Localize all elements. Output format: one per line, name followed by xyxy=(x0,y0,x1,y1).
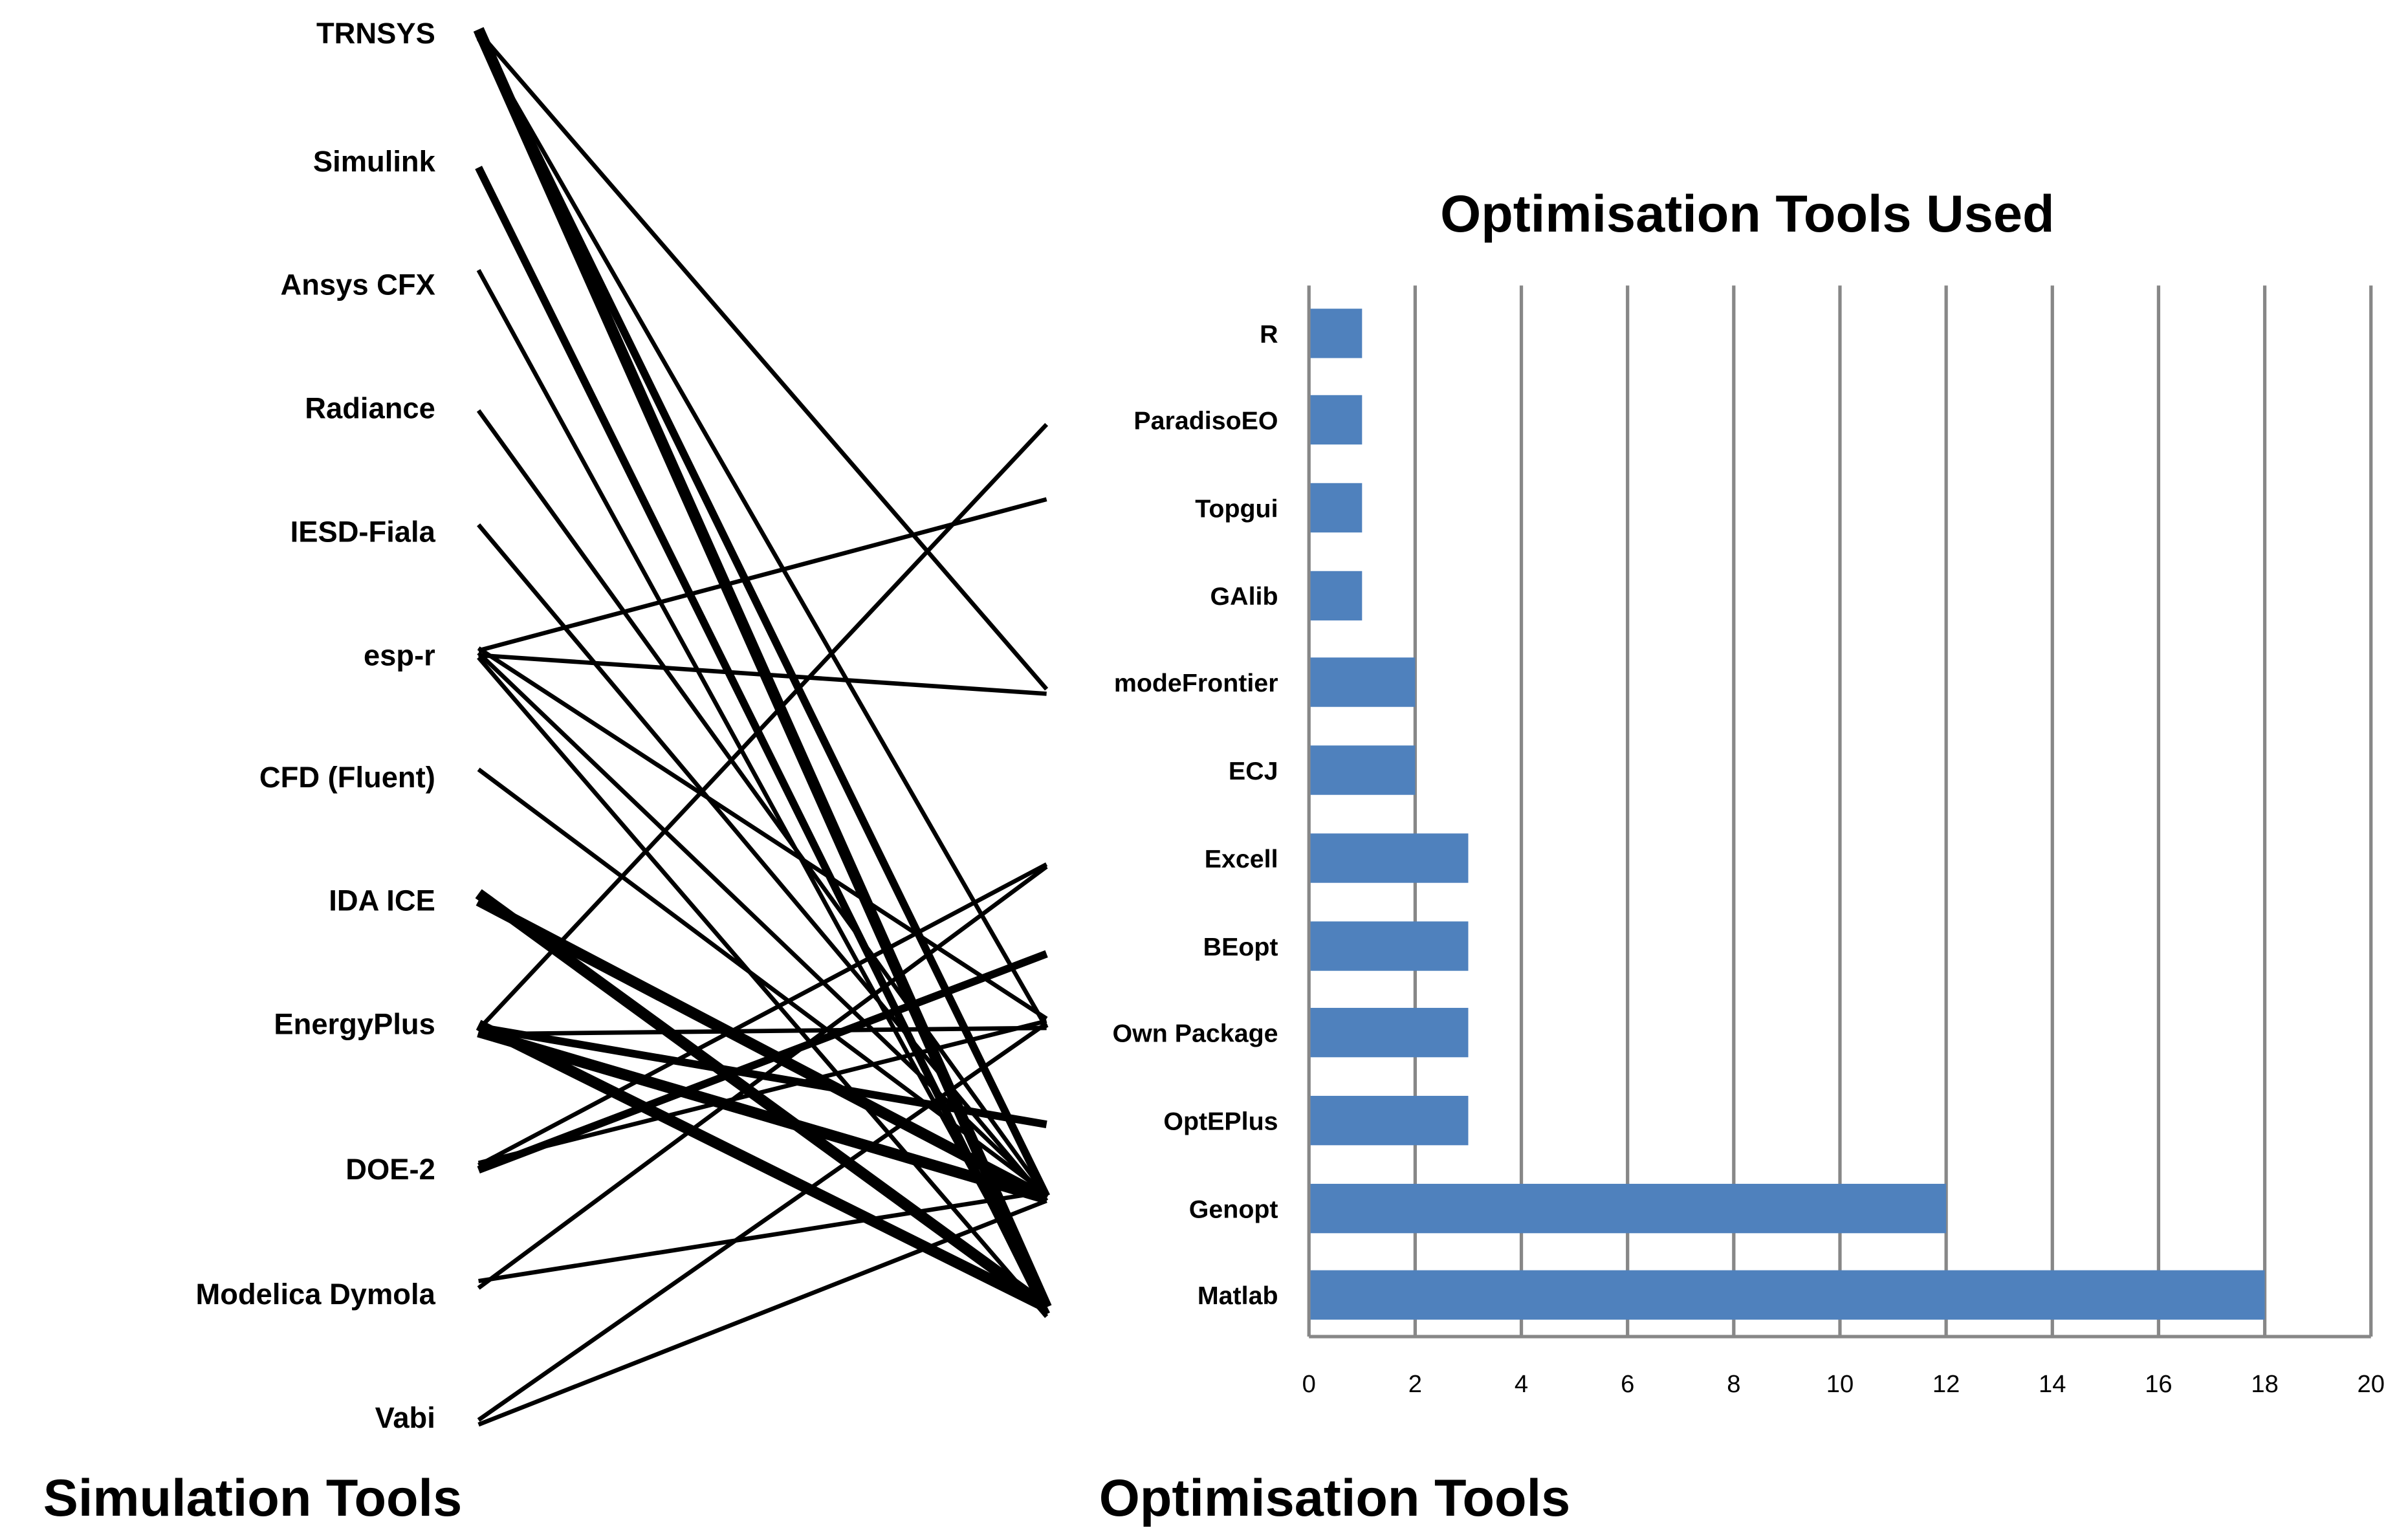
category-label: Topgui xyxy=(1195,494,1278,523)
category-label: modeFrontier xyxy=(1114,669,1278,697)
category-label: OptEPlus xyxy=(1163,1107,1278,1135)
bar xyxy=(1310,1007,1469,1058)
category-label: BEopt xyxy=(1203,933,1278,961)
x-tick-label: 4 xyxy=(1515,1370,1528,1398)
simulation-tool-label: DOE-2 xyxy=(345,1153,435,1186)
simulation-tool-label: Vabi xyxy=(375,1401,435,1434)
x-tick-label: 2 xyxy=(1408,1370,1422,1398)
link-line xyxy=(477,497,1047,653)
x-tick-label: 0 xyxy=(1302,1370,1316,1398)
link-line xyxy=(475,32,1050,1198)
link-line xyxy=(478,1025,1047,1036)
x-tick-label: 8 xyxy=(1727,1370,1740,1398)
chart-gridlines xyxy=(1307,285,2373,1338)
category-label: Excell xyxy=(1205,845,1278,873)
link-line xyxy=(477,1199,1047,1427)
category-label: GAlib xyxy=(1210,582,1278,611)
simulation-tool-label: Ansys CFX xyxy=(281,268,435,301)
link-line xyxy=(478,1189,1047,1283)
link-line xyxy=(477,767,1048,1196)
category-label: ParadisoEO xyxy=(1133,406,1278,435)
category-label: Own Package xyxy=(1113,1019,1278,1047)
link-line xyxy=(477,1026,1049,1204)
link-line xyxy=(477,864,1048,1290)
chart-category-labels: R ParadisoEO Topgui GAlib modeFrontier ECJ Exc… xyxy=(1113,320,1278,1310)
simulation-tool-label: Radiance xyxy=(305,392,435,425)
simulation-tool-label: Modelica Dymola xyxy=(196,1278,436,1311)
link-line xyxy=(477,950,1048,1174)
simulation-tool-label: Simulink xyxy=(313,145,436,178)
link-line xyxy=(477,646,1048,1021)
bar xyxy=(1310,483,1363,533)
bar xyxy=(1310,833,1469,883)
link-line xyxy=(477,1019,1047,1165)
category-label: Genopt xyxy=(1189,1195,1278,1223)
link-line xyxy=(477,30,1049,691)
bar xyxy=(1310,1270,2265,1320)
bar xyxy=(1310,571,1363,621)
x-tick-label: 18 xyxy=(2251,1370,2278,1398)
bar xyxy=(1310,309,1363,358)
chart-tick-labels: 0 2 4 6 8 10 12 14 16 18 20 xyxy=(1302,1370,2385,1398)
bar xyxy=(1310,1095,1469,1146)
link-line xyxy=(477,862,1048,1168)
link-line xyxy=(477,422,1049,1031)
link-line xyxy=(476,37,1049,1029)
simulation-tool-label: IDA ICE xyxy=(329,884,435,917)
x-tick-label: 20 xyxy=(2358,1370,2385,1398)
simulation-tool-label: EnergyPlus xyxy=(274,1008,435,1041)
optimisation-tools-heading: Optimisation Tools xyxy=(1099,1469,1570,1527)
bar xyxy=(1310,657,1416,707)
link-line xyxy=(478,653,1047,696)
x-tick-label: 16 xyxy=(2145,1370,2172,1398)
x-tick-label: 6 xyxy=(1621,1370,1634,1398)
simulation-tool-labels: TRNSYS Simulink Ansys CFX Radiance IESD-Fial… xyxy=(196,17,436,1434)
link-line xyxy=(476,268,1049,1309)
bar xyxy=(1310,395,1363,445)
bar xyxy=(1310,1183,1947,1234)
link-line xyxy=(473,27,1052,1310)
simulation-tool-label: IESD-Fiala xyxy=(290,515,436,548)
simulation-tool-label: esp-r xyxy=(364,638,435,671)
chart-title: Optimisation Tools Used xyxy=(1440,185,2054,243)
x-tick-label: 14 xyxy=(2039,1370,2066,1398)
chart-bars xyxy=(1310,309,2265,1320)
category-label: Matlab xyxy=(1198,1282,1278,1310)
x-tick-label: 12 xyxy=(1932,1370,1960,1398)
link-lines xyxy=(473,27,1052,1427)
link-line xyxy=(476,1020,1049,1313)
category-label: ECJ xyxy=(1229,757,1278,785)
link-line xyxy=(476,895,1049,1204)
simulation-tools-heading: Simulation Tools xyxy=(43,1469,462,1527)
x-tick-label: 10 xyxy=(1826,1370,1854,1398)
bar xyxy=(1310,745,1416,795)
link-line xyxy=(477,1021,1048,1422)
simulation-tool-label: CFD (Fluent) xyxy=(259,761,435,794)
link-line xyxy=(476,409,1049,1197)
category-label: R xyxy=(1260,320,1278,349)
simulation-tool-label: TRNSYS xyxy=(316,17,435,50)
bar xyxy=(1310,921,1469,971)
